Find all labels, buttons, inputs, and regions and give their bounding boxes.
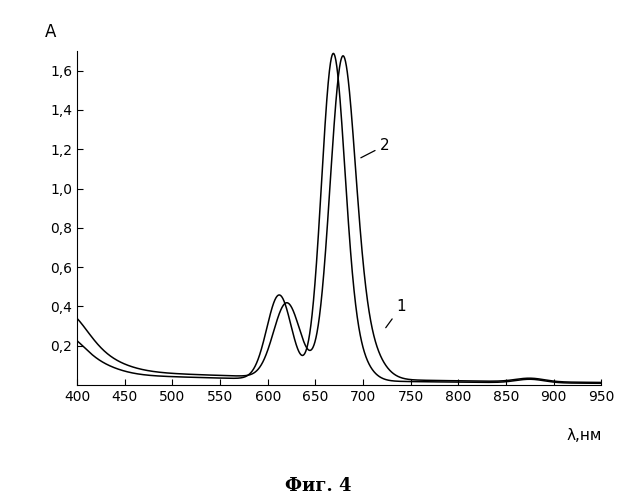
Text: λ,нм: λ,нм <box>566 428 602 444</box>
Text: 1: 1 <box>386 299 406 328</box>
Text: 2: 2 <box>361 138 390 158</box>
Y-axis label: A: A <box>45 23 57 41</box>
Text: Фиг. 4: Фиг. 4 <box>285 477 351 495</box>
